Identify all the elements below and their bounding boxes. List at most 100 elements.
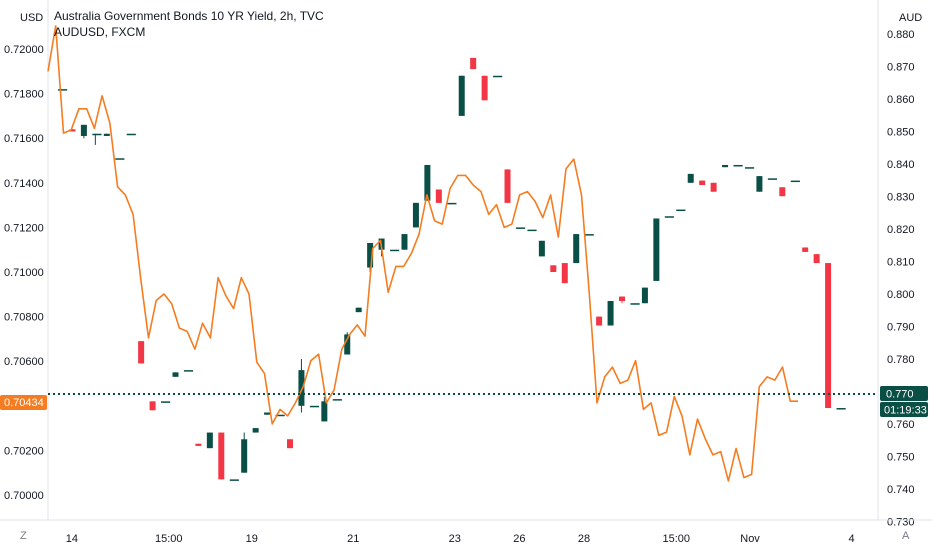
right-price-badge [880, 386, 928, 401]
candle-body [619, 296, 626, 301]
candle-body [550, 265, 557, 272]
candle-body [229, 479, 239, 481]
right-tick-label: 0.750 [887, 452, 915, 464]
left-tick-label: 0.70600 [4, 356, 44, 368]
candle-body [813, 254, 820, 264]
candle-body [527, 229, 537, 232]
time-tick-label: 19 [246, 533, 258, 545]
candle-body [802, 247, 809, 252]
candle-body [309, 405, 320, 408]
right-tick-label: 0.780 [887, 354, 915, 366]
left-tick-label: 0.71400 [4, 178, 44, 190]
candle-body [115, 158, 125, 160]
candle-body [573, 234, 580, 264]
legend-overlay-series[interactable]: AUDUSD, FXCM [54, 25, 146, 39]
candle-body [607, 300, 614, 326]
candle-body [744, 167, 755, 169]
candle-body [790, 180, 800, 183]
candle-body [92, 133, 102, 136]
candle-body [367, 243, 374, 268]
candle-body [733, 164, 743, 167]
candle-body [126, 133, 136, 136]
candle-body [69, 129, 76, 132]
candle-body [401, 234, 408, 250]
candle-body [80, 124, 87, 136]
right-tick-label: 0.740 [887, 484, 915, 496]
right-tick-label: 0.810 [887, 257, 915, 269]
time-tick-label: Nov [740, 533, 760, 545]
right-tick-label: 0.820 [887, 224, 915, 236]
candle-body [447, 202, 457, 205]
left-tick-label: 0.71800 [4, 89, 44, 101]
candle-body [149, 401, 156, 411]
candle-body [687, 173, 694, 183]
candle-body [630, 303, 640, 305]
zoom-button[interactable]: Z [20, 530, 27, 542]
left-tick-label: 0.71000 [4, 267, 44, 279]
time-tick-label: 23 [449, 533, 461, 545]
left-tick-label: 0.71200 [4, 222, 44, 234]
right-price-axis[interactable]: 0.880 0.870 0.860 0.850 0.840 0.830 0.820 0.810… [877, 0, 915, 529]
candle-body [58, 89, 68, 91]
candle-body [195, 443, 202, 446]
candle-body [699, 180, 706, 186]
right-tick-label: 0.840 [887, 159, 915, 171]
left-axis-currency: USD [20, 12, 44, 24]
candle-body [538, 240, 545, 257]
left-tick-label: 0.71600 [4, 133, 44, 145]
candle-body [435, 189, 442, 203]
time-tick-label: 26 [513, 533, 525, 545]
candle-body [138, 341, 145, 364]
left-tick-label: 0.70000 [4, 490, 44, 502]
candle-body [664, 216, 674, 218]
auto-scale-button[interactable]: A [902, 530, 910, 542]
left-price-axis[interactable]: 0.72000 0.71800 0.71600 0.71400 0.71200 0.710… [4, 0, 49, 520]
legend-main-series[interactable]: Australia Government Bonds 10 YR Yield, … [54, 9, 324, 23]
right-tick-label: 0.850 [887, 127, 915, 139]
right-tick-label: 0.860 [887, 94, 915, 106]
bond-yield-line [47, 25, 798, 482]
candle-body [504, 169, 511, 203]
time-axis[interactable]: 14 15:00 19 21 23 26 28 15:00 Nov 4 [0, 519, 932, 545]
candle-body [183, 370, 194, 372]
candle-body [275, 414, 285, 417]
left-tick-label: 0.70200 [4, 445, 44, 457]
yield-series-line [47, 25, 798, 482]
candle-body [412, 202, 419, 228]
candle-body [103, 133, 110, 136]
candle-body [515, 227, 526, 229]
candle-body [779, 187, 786, 197]
candle-body [561, 263, 568, 284]
candle-body [355, 307, 362, 313]
right-tick-label: 0.800 [887, 289, 915, 301]
right-tick-label: 0.880 [887, 29, 915, 41]
candle-body [172, 372, 179, 377]
candle-body [493, 75, 503, 78]
candle-body [836, 408, 846, 410]
audusd-candles [58, 57, 846, 481]
candle-body [722, 164, 729, 168]
candle-body [676, 209, 686, 212]
candle-body [641, 287, 648, 304]
time-tick-label: 4 [848, 533, 854, 545]
candle-body [344, 334, 351, 355]
candle-body [298, 370, 305, 406]
time-tick-label: 15:00 [155, 533, 183, 545]
candle-body [584, 234, 594, 236]
candle-body [286, 439, 293, 449]
left-tick-label: 0.70800 [4, 312, 44, 324]
candle-body [218, 432, 225, 480]
right-price-badge-text: 0.770 [886, 389, 914, 401]
candle-body [470, 57, 477, 70]
time-tick-label: 15:00 [662, 533, 690, 545]
candle-body [252, 428, 259, 433]
candle-body [653, 218, 660, 281]
right-tick-label: 0.730 [887, 517, 915, 529]
right-tick-label: 0.760 [887, 419, 915, 431]
candle-body [481, 75, 488, 101]
left-tick-label: 0.72000 [4, 44, 44, 56]
right-tick-label: 0.830 [887, 192, 915, 204]
candle-body [206, 432, 213, 449]
